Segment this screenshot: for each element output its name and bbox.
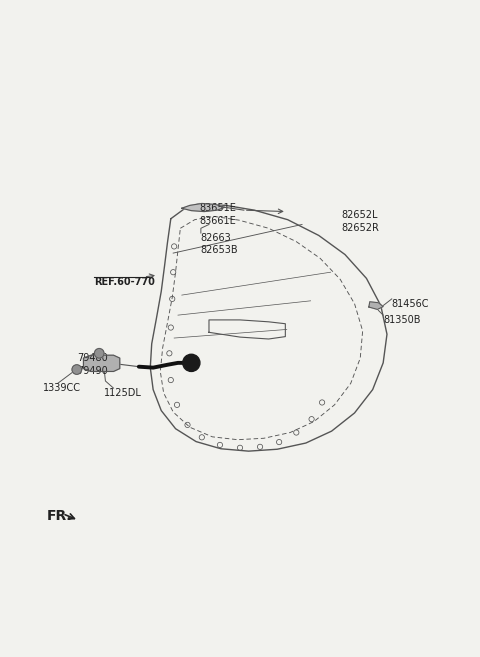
Text: 1339CC: 1339CC xyxy=(43,384,82,394)
Text: 82663
82653B: 82663 82653B xyxy=(201,233,239,256)
Text: FR.: FR. xyxy=(47,509,72,522)
Text: 81350B: 81350B xyxy=(383,315,420,325)
Polygon shape xyxy=(369,302,383,309)
Text: 81456C: 81456C xyxy=(392,299,429,309)
Circle shape xyxy=(183,354,200,371)
Text: 83651E
83661E: 83651E 83661E xyxy=(199,204,236,226)
Text: REF.60-770: REF.60-770 xyxy=(95,277,156,287)
Text: 79480
79490: 79480 79490 xyxy=(77,353,108,376)
Circle shape xyxy=(72,365,82,374)
Text: 1125DL: 1125DL xyxy=(104,388,142,398)
Text: 82652L
82652R: 82652L 82652R xyxy=(341,210,379,233)
Circle shape xyxy=(95,349,104,358)
Polygon shape xyxy=(182,204,225,212)
Polygon shape xyxy=(84,355,120,371)
